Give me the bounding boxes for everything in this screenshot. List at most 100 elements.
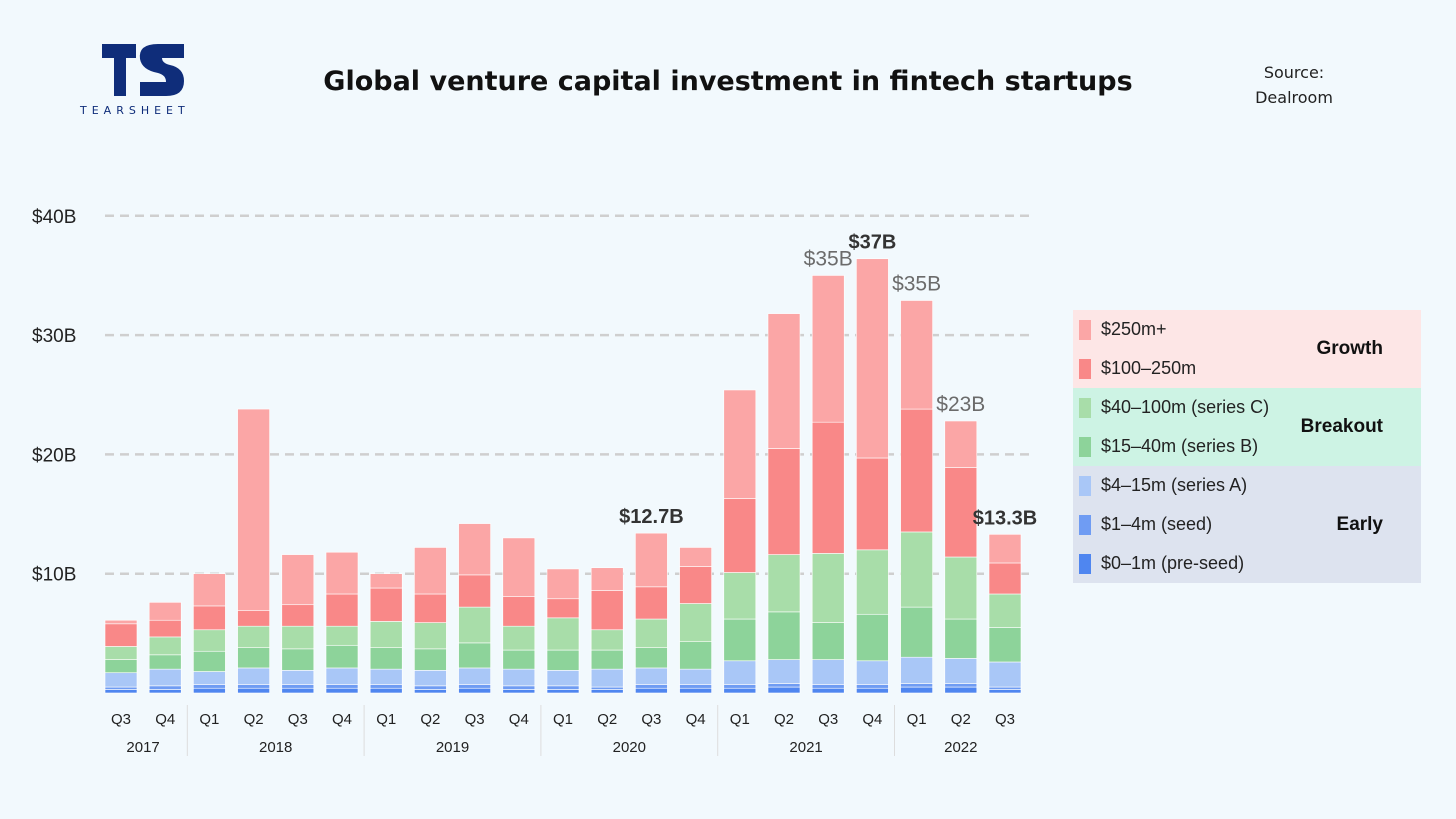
bar-segment	[237, 647, 270, 669]
bar-segment	[104, 623, 138, 647]
legend-label: $1–4m (seed)	[1101, 514, 1213, 534]
x-tick-label: Q1	[199, 711, 219, 728]
bar-segment	[811, 659, 845, 685]
y-tick-label: $20B	[32, 445, 76, 466]
bar-segment	[325, 551, 359, 595]
bar-segment	[856, 258, 889, 459]
source-name: Dealroom	[1255, 88, 1333, 107]
bar-segment	[502, 668, 536, 687]
data-label: $12.7B	[619, 506, 684, 528]
legend-item: $100–250m	[1073, 349, 1421, 388]
x-tick-label: Q1	[907, 711, 927, 728]
bar-segment	[502, 689, 536, 694]
bar-segment	[458, 684, 491, 689]
data-label: $13.3B	[973, 507, 1038, 529]
bar-segment	[546, 598, 580, 619]
bar-segment	[502, 625, 536, 651]
bar-segment	[900, 408, 933, 533]
legend-swatch	[1079, 553, 1091, 574]
year-label: 2019	[436, 739, 469, 756]
bar-segment	[723, 389, 757, 499]
bar-segment	[414, 689, 447, 694]
bar-segment	[369, 621, 403, 648]
bar-segment	[281, 684, 315, 689]
year-label: 2022	[944, 739, 977, 756]
bar-segment	[679, 668, 712, 685]
legend-group-breakout: $40–100m (series C) $15–40m (series B) Bre…	[1073, 388, 1421, 466]
bar-segment	[193, 687, 226, 694]
bar-segment	[237, 667, 270, 685]
bar-segment	[502, 596, 536, 627]
bar-segment	[590, 689, 624, 694]
bar-segment	[546, 689, 580, 694]
bar-segment	[811, 275, 845, 423]
bar-segment	[458, 606, 491, 644]
bar-segment	[679, 547, 712, 567]
source-note: Source: Dealroom	[1224, 60, 1364, 110]
bar-segment	[635, 586, 668, 620]
legend-item: $1–4m (seed)	[1073, 505, 1421, 544]
logo-wordmark: TEARSHEET	[80, 104, 190, 117]
bar-segment	[635, 532, 668, 588]
bar-segment	[811, 421, 845, 554]
bar-segment	[723, 618, 757, 662]
bar-segment	[281, 687, 315, 694]
bar-segment	[369, 647, 403, 670]
legend-label: $100–250m	[1101, 358, 1197, 378]
bar-segment	[679, 684, 712, 689]
bar-segment	[148, 685, 182, 690]
bar-segment	[369, 687, 403, 694]
bar-segment	[811, 553, 845, 623]
legend-group-heading: Growth	[1316, 338, 1384, 359]
x-tick-label: Q4	[862, 711, 882, 728]
bar-segment	[281, 670, 315, 685]
bar-segment	[325, 644, 359, 669]
bar-segment	[237, 610, 270, 627]
bar-segment	[237, 684, 270, 689]
bar-segment	[458, 687, 491, 694]
bar-segment	[723, 498, 757, 573]
legend-group-early: $4–15m (series A) $1–4m (seed) $0–1m (pre-…	[1073, 466, 1421, 583]
bar-segment	[900, 606, 933, 658]
y-tick-label: $10B	[32, 565, 76, 586]
bar-segment	[723, 687, 757, 694]
bar-segment	[458, 574, 491, 608]
bar-segment	[458, 523, 491, 576]
bar-segment	[635, 684, 668, 689]
bar-segment	[811, 684, 845, 689]
bar-segment	[767, 611, 801, 660]
legend-label: $250m+	[1101, 319, 1167, 339]
x-tick-label: Q2	[244, 711, 264, 728]
x-tick-label: Q3	[288, 711, 308, 728]
legend-label: $4–15m (series A)	[1101, 475, 1248, 495]
bar-segment	[325, 593, 359, 627]
bar-segment	[590, 590, 624, 631]
legend-item: $4–15m (series A)	[1073, 466, 1421, 505]
x-tick-label: Q4	[155, 711, 175, 728]
bar-segment	[148, 654, 182, 670]
x-tick-label: Q2	[597, 711, 617, 728]
bar-segment	[414, 685, 447, 690]
bar-segment	[767, 683, 801, 688]
bar-segment	[988, 562, 1022, 595]
bar-segment	[767, 313, 801, 449]
bar-segment	[856, 684, 889, 689]
logo-ts-mark	[102, 44, 184, 96]
bar-segment	[900, 683, 933, 688]
source-label: Source:	[1263, 63, 1325, 82]
bar-segment	[856, 660, 889, 685]
bar-segment	[104, 659, 138, 674]
x-tick-label: Q3	[111, 711, 131, 728]
bar-segment	[679, 566, 712, 604]
legend-swatch	[1079, 397, 1091, 418]
x-tick-label: Q4	[332, 711, 352, 728]
bar-segment	[723, 660, 757, 685]
legend-swatch	[1079, 436, 1091, 457]
x-tick-label: Q1	[376, 711, 396, 728]
legend-label: $40–100m (series C)	[1101, 397, 1270, 417]
x-tick-label: Q1	[730, 711, 750, 728]
bar-segment	[944, 420, 978, 468]
legend-item: $0–1m (pre-seed)	[1073, 544, 1421, 583]
bar-segment	[237, 625, 270, 648]
bar-segment	[237, 408, 270, 611]
